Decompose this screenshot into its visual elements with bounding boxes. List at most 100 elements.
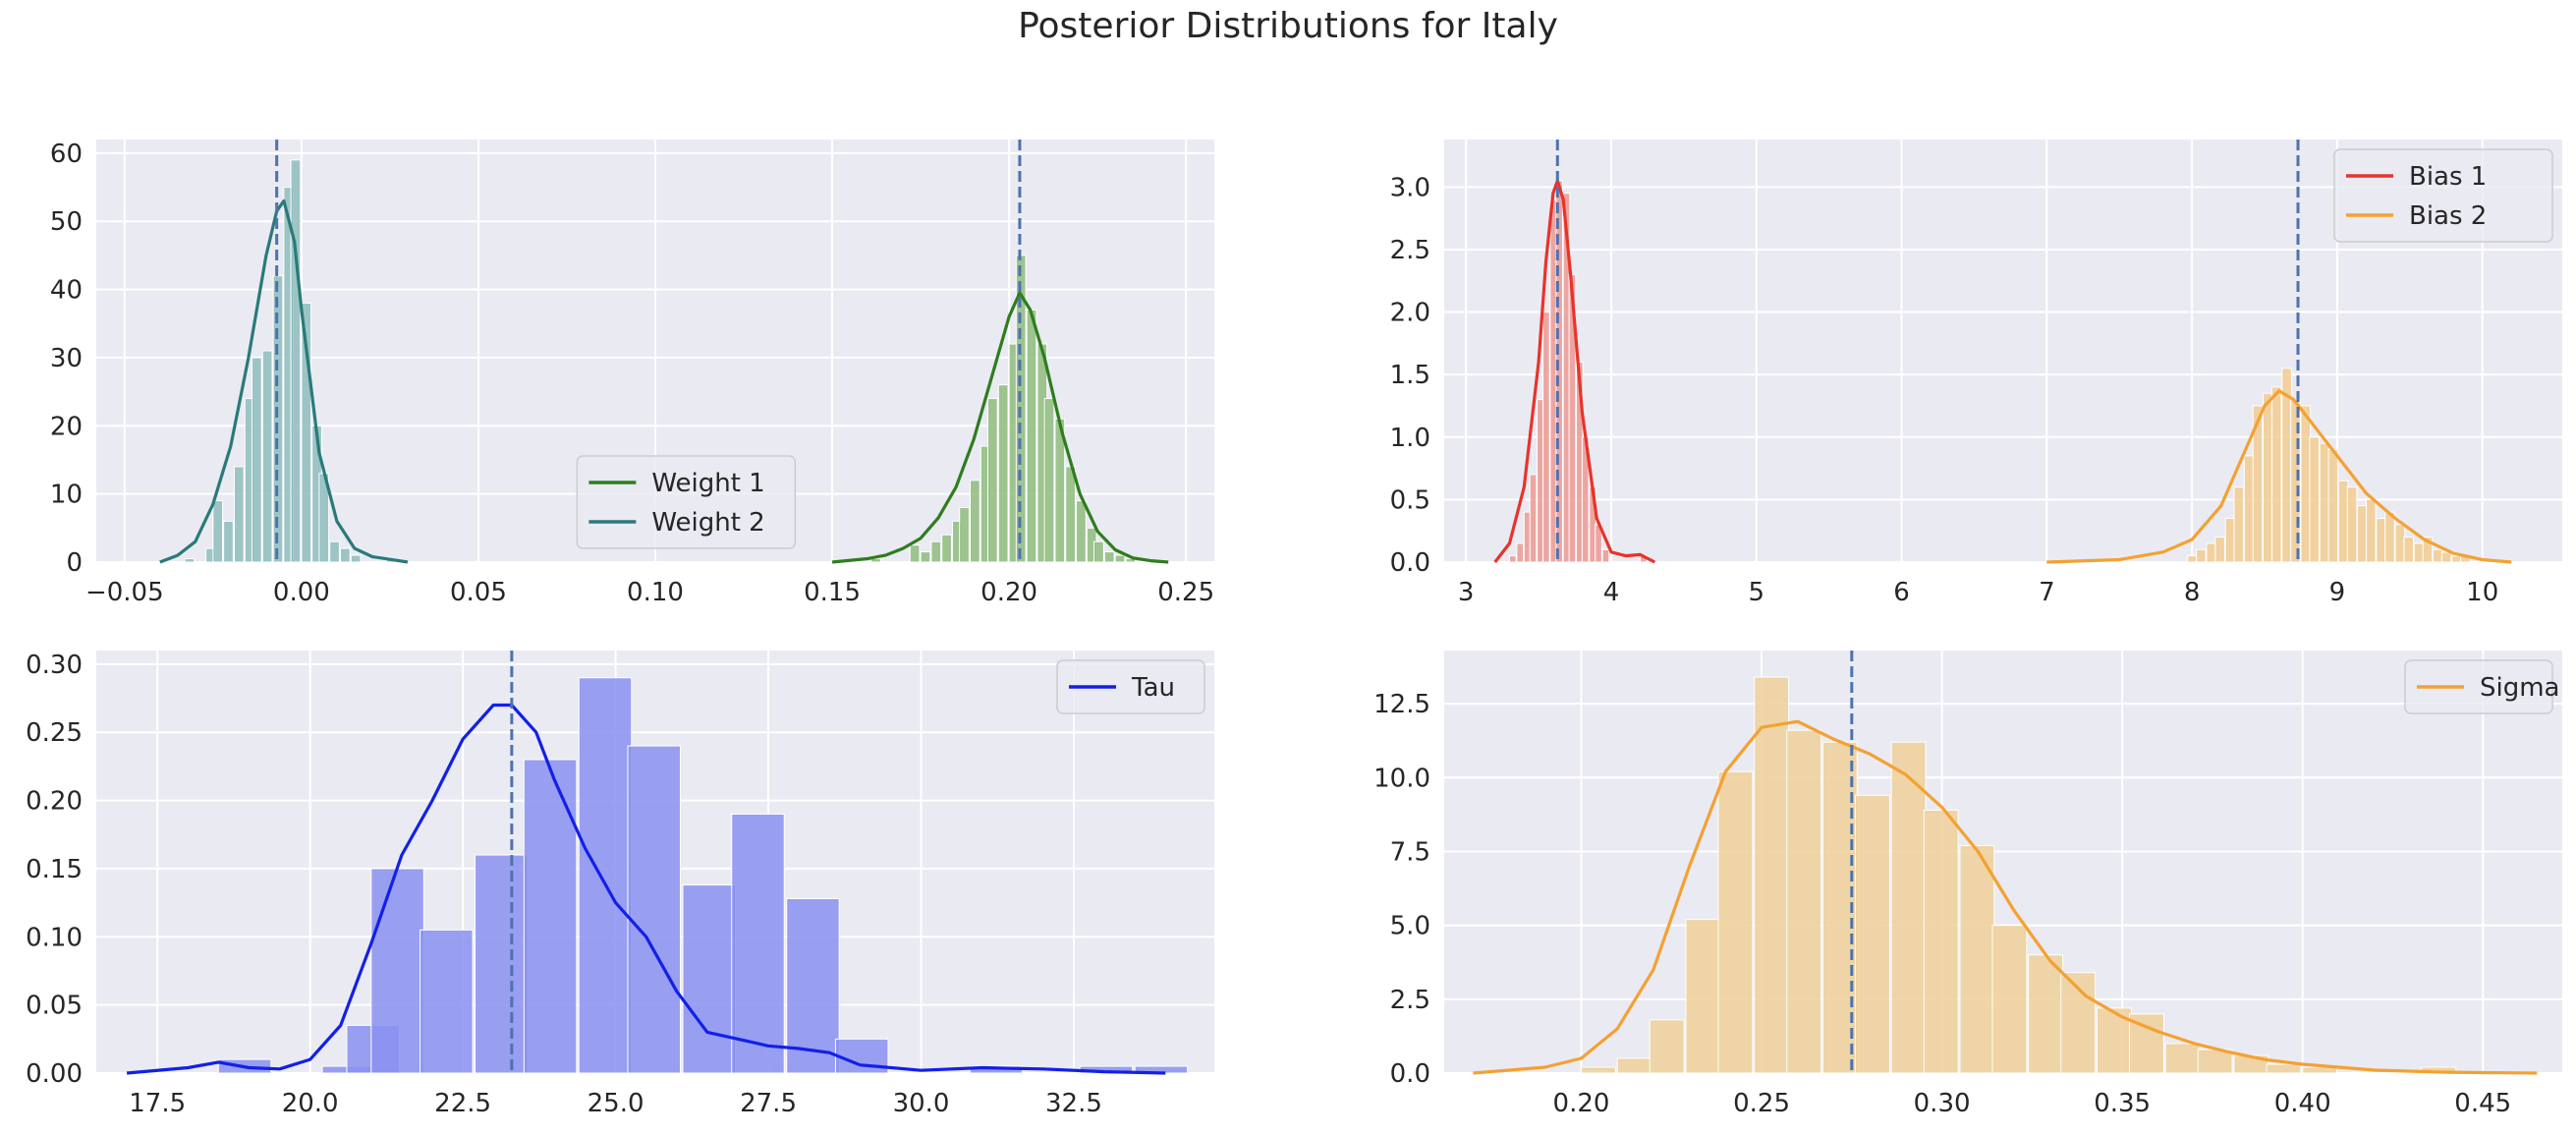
legend-label: Weight 2 <box>651 508 764 538</box>
kde-line <box>159 199 409 564</box>
x-tick-label: 5 <box>1748 578 1764 607</box>
x-tick-label: 22.5 <box>434 1089 491 1118</box>
x-tick-label: 8 <box>2184 578 2201 607</box>
histogram-bar <box>2266 1063 2302 1074</box>
y-tick-label: 3.0 <box>1390 173 1430 202</box>
histogram-bar <box>2337 480 2349 563</box>
histogram-bar <box>786 897 840 1074</box>
histogram-bar <box>251 357 262 563</box>
histogram-bar <box>2357 505 2368 563</box>
legend-label: Bias 2 <box>2409 201 2487 231</box>
histogram-bar <box>1616 1057 1652 1074</box>
histogram-bar <box>1114 554 1126 563</box>
histogram-bar <box>1529 474 1538 563</box>
y-tick-label: 2.5 <box>1390 236 1430 265</box>
x-tick-label: 0.15 <box>804 578 861 607</box>
histogram-bar <box>731 813 785 1074</box>
histogram-bar <box>475 854 529 1074</box>
y-tick-label: 7.5 <box>1390 837 1430 867</box>
legend: Bias 1 Bias 2 <box>2333 148 2553 243</box>
legend-box <box>2333 148 2553 243</box>
histogram-bar <box>2252 405 2264 563</box>
x-tick-label: 3 <box>1458 578 1475 607</box>
histogram-bar <box>301 302 312 563</box>
x-tick-label: 6 <box>1893 578 1910 607</box>
legend: Sigma <box>2404 659 2560 714</box>
y-tick-label: 1.0 <box>1390 424 1430 453</box>
y-tick-label: 0.0 <box>1390 548 1430 578</box>
histogram-bar <box>970 480 980 563</box>
y-tick-label: 0.15 <box>26 855 83 884</box>
legend-label: Weight 1 <box>651 469 764 498</box>
x-tick-label: 17.5 <box>129 1089 186 1118</box>
figure-title: Posterior Distributions for Italy <box>1018 6 1558 46</box>
legend-box <box>576 455 797 549</box>
x-tick-label: 0.25 <box>1733 1089 1790 1118</box>
y-tick-label: 2.5 <box>1390 986 1430 1015</box>
histogram-bar <box>1890 741 1927 1074</box>
histogram-bar <box>2233 486 2245 563</box>
legend-label: Tau <box>1131 673 1175 703</box>
y-tick-label: 0.05 <box>26 992 83 1021</box>
legend-box <box>1056 659 1205 714</box>
legend-box <box>2404 659 2553 714</box>
histogram-bar <box>2327 449 2339 563</box>
x-tick-label: 10 <box>2466 578 2498 607</box>
histogram-bar <box>1103 551 1115 563</box>
histogram-bar <box>1854 794 1890 1074</box>
histogram-bar <box>523 759 578 1074</box>
kde-line <box>831 291 1169 564</box>
x-tick-label: 0.10 <box>627 578 684 607</box>
histogram-bar <box>2196 548 2207 563</box>
histogram-bar <box>2432 548 2443 563</box>
histogram-bar <box>1717 770 1754 1074</box>
histogram-bar <box>2197 1049 2233 1074</box>
x-tick-label: 0.45 <box>2454 1089 2511 1118</box>
y-tick-label: 0.0 <box>1390 1059 1430 1089</box>
histogram-bar <box>1991 925 2028 1074</box>
histogram-bar <box>2224 517 2236 563</box>
histogram-bar <box>2243 455 2255 563</box>
histogram-bar <box>2270 386 2282 563</box>
histogram-bar <box>2319 442 2330 563</box>
legend-label: Sigma <box>2480 673 2560 703</box>
histogram-bar <box>987 398 998 563</box>
histogram-bar <box>2440 551 2452 563</box>
y-tick-label: 12.5 <box>1373 690 1430 719</box>
histogram-bar <box>920 551 931 563</box>
y-tick-label: 20 <box>50 412 83 441</box>
histogram-bar <box>2413 542 2425 563</box>
y-tick-label: 5.0 <box>1390 912 1430 941</box>
histogram-bar <box>184 558 196 563</box>
histogram-bar <box>1568 273 1577 563</box>
x-tick-label: −0.05 <box>85 578 164 607</box>
histogram-bar <box>420 929 474 1074</box>
histogram-bar <box>261 350 273 563</box>
y-tick-label: 0.20 <box>26 787 83 817</box>
x-tick-label: 0.05 <box>450 578 507 607</box>
histogram-bar <box>1026 309 1037 563</box>
histogram-bar <box>1125 558 1137 563</box>
y-tick-label: 0 <box>66 548 83 578</box>
histogram-bar <box>2028 954 2064 1074</box>
legend-label: Bias 1 <box>2409 162 2487 192</box>
x-tick-label: 0.35 <box>2094 1089 2151 1118</box>
x-tick-label: 0.30 <box>1914 1089 1971 1118</box>
x-tick-label: 7 <box>2039 578 2055 607</box>
y-tick-label: 30 <box>50 344 83 373</box>
histogram-bar <box>1649 1019 1685 1074</box>
histogram-bar <box>1065 466 1076 563</box>
histogram-bar <box>2422 537 2434 563</box>
panel-weights: 0 10 20 30 40 50 60 −0.05 0.00 0.05 0.10 0.15 0.20 0.… <box>50 140 1214 607</box>
x-tick-label: 20.0 <box>282 1089 339 1118</box>
histogram-bar <box>909 544 921 563</box>
histogram-bar <box>1076 500 1087 563</box>
histogram-bar <box>1043 398 1055 563</box>
y-tick-label: 0.5 <box>1390 485 1430 515</box>
x-tick-label: 0.20 <box>980 578 1037 607</box>
histogram-bar <box>350 554 362 563</box>
histogram-bar <box>2206 542 2217 563</box>
histogram-bar <box>2214 537 2225 563</box>
x-tick-label: 25.0 <box>588 1089 644 1118</box>
